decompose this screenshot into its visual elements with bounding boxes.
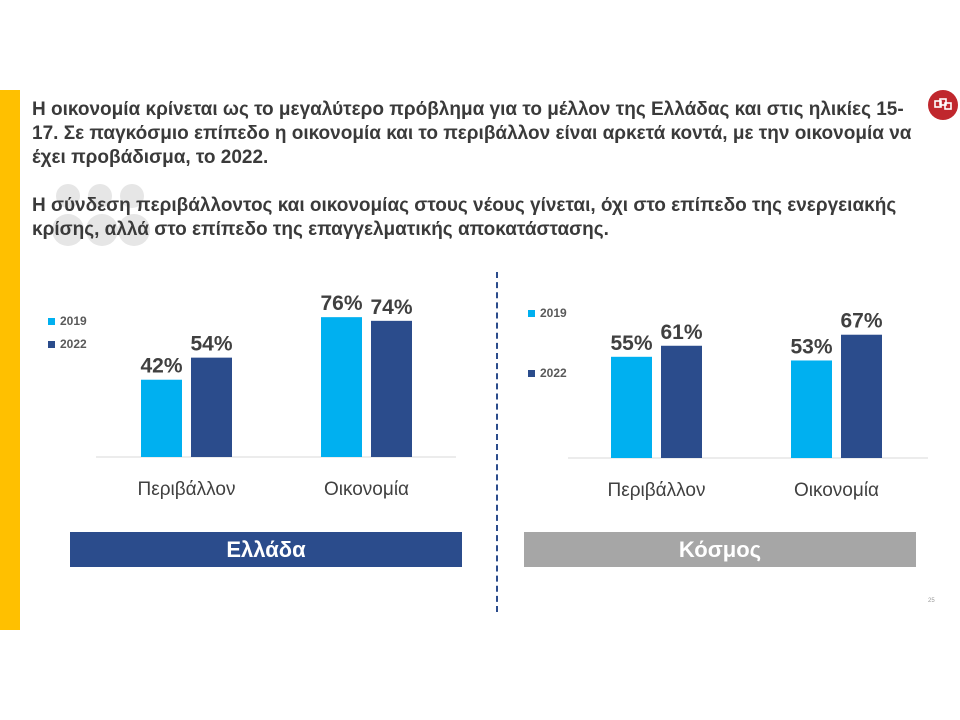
world-legend-label-2022: 2022	[540, 366, 567, 380]
world-data-label-2022-0: 61%	[660, 321, 702, 344]
world-bar-2019-1	[791, 360, 832, 458]
logo-icon	[928, 90, 958, 120]
greece-bar-2022-0	[191, 357, 232, 457]
watermark-people-icon	[52, 178, 152, 248]
world-category-label-1: Οικονομία	[794, 480, 879, 501]
greece-bar-2019-1	[321, 317, 362, 457]
greece-category-label-0: Περιβάλλον	[138, 479, 236, 500]
chart-world: 55% 61% Περιβάλλον 53% 67% Οικονομία 2019 2022	[516, 280, 936, 520]
greece-legend-marker-2019	[48, 318, 55, 325]
world-legend-label-2019: 2019	[540, 306, 567, 320]
region-label-greece: Ελλάδα	[70, 532, 462, 567]
world-data-label-2022-1: 67%	[840, 310, 882, 333]
world-bar-2019-0	[611, 356, 652, 458]
headline: Η οικονομία κρίνεται ως το μεγαλύτερο πρ…	[32, 98, 912, 242]
greece-data-label-2022-1: 74%	[370, 296, 412, 319]
greece-legend-marker-2022	[48, 341, 55, 348]
chart-greece-svg: 42% 54% Περιβάλλον 76% 74% Οικονομία 2019 2022	[48, 292, 456, 500]
greece-bar-2022-1	[371, 320, 412, 457]
greece-legend-label-2019: 2019	[60, 314, 87, 328]
world-data-label-2019-0: 55%	[610, 332, 652, 355]
headline-paragraph-1: Η οικονομία κρίνεται ως το μεγαλύτερο πρ…	[32, 99, 912, 168]
headline-paragraph-2: Η σύνδεση περιβάλλοντος και οικονομίας σ…	[32, 195, 897, 240]
chart-greece: 42% 54% Περιβάλλον 76% 74% Οικονομία 2019 2022	[40, 280, 460, 520]
greece-category-label-1: Οικονομία	[324, 479, 409, 500]
greece-data-label-2019-0: 42%	[140, 355, 182, 378]
world-legend-marker-2022	[528, 370, 535, 377]
world-bar-2022-1	[841, 334, 882, 458]
world-bar-2022-0	[661, 345, 702, 458]
greece-bar-2019-0	[141, 379, 182, 457]
greece-data-label-2022-0: 54%	[190, 333, 232, 356]
world-legend-marker-2019	[528, 310, 535, 317]
page-number: 25	[928, 598, 935, 604]
world-category-label-0: Περιβάλλον	[608, 480, 706, 501]
accent-bar	[0, 90, 20, 630]
region-label-world: Κόσμος	[524, 532, 916, 567]
chart-world-svg: 55% 61% Περιβάλλον 53% 67% Οικονομία 2019 2022	[528, 306, 928, 501]
greece-legend-label-2022: 2022	[60, 337, 87, 351]
world-data-label-2019-1: 53%	[790, 335, 832, 358]
divider	[496, 272, 498, 612]
greece-data-label-2019-1: 76%	[320, 292, 362, 315]
